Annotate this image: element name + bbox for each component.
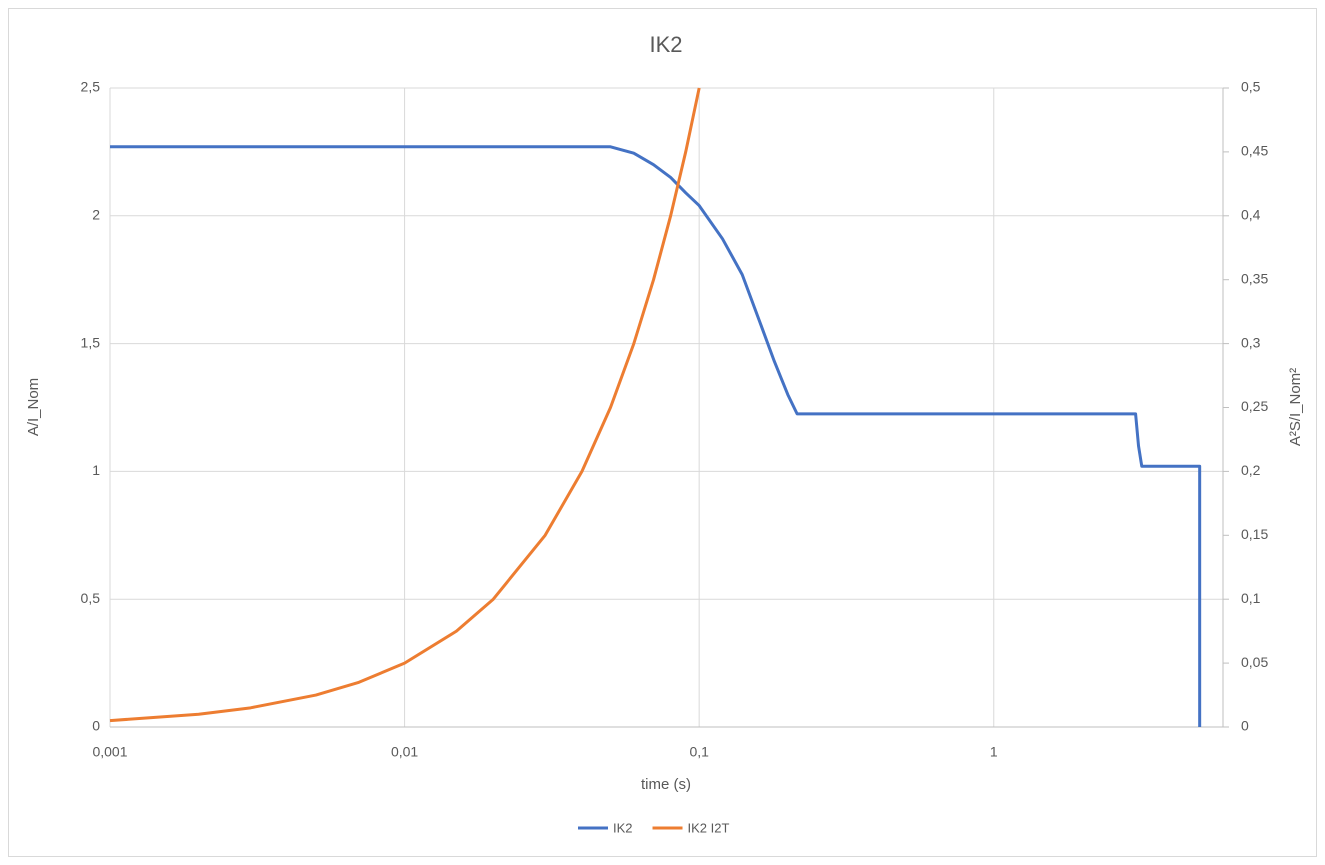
x-tick-label: 0,01	[391, 744, 418, 760]
y2-tick-label: 0,4	[1241, 207, 1261, 223]
y2-tick-label: 0,3	[1241, 334, 1261, 350]
y2-tick-label: 0,35	[1241, 270, 1268, 286]
x-tick-label: 0,1	[689, 744, 709, 760]
chart-border	[8, 8, 1317, 857]
y2-tick-label: 0,45	[1241, 143, 1268, 159]
chart-title: IK2	[649, 32, 682, 57]
y2-tick-label: 0,2	[1241, 462, 1261, 478]
x-axis-title: time (s)	[641, 776, 691, 793]
y2-axis-title: A²S/I_Nom²	[1287, 368, 1304, 446]
y-tick-label: 0	[92, 718, 100, 734]
y-tick-label: 2	[92, 207, 100, 223]
series-line	[110, 145, 1202, 727]
y-tick-label: 0,5	[81, 590, 101, 606]
y2-tick-label: 0,15	[1241, 526, 1268, 542]
y2-tick-label: 0,05	[1241, 654, 1268, 670]
y2-tick-label: 0,5	[1241, 79, 1261, 95]
y-axis-title: A/I_Nom	[25, 378, 42, 436]
legend-label: IK2	[613, 820, 633, 835]
x-tick-label: 1	[990, 744, 998, 760]
y2-tick-label: 0	[1241, 718, 1249, 734]
y2-tick-label: 0,1	[1241, 590, 1261, 606]
y-tick-label: 2,5	[81, 79, 101, 95]
y-tick-label: 1,5	[81, 334, 101, 350]
y2-tick-label: 0,25	[1241, 398, 1268, 414]
legend-label: IK2 I2T	[688, 820, 730, 835]
y-tick-label: 1	[92, 462, 100, 478]
x-tick-label: 0,001	[92, 744, 127, 760]
series-line	[109, 87, 701, 723]
